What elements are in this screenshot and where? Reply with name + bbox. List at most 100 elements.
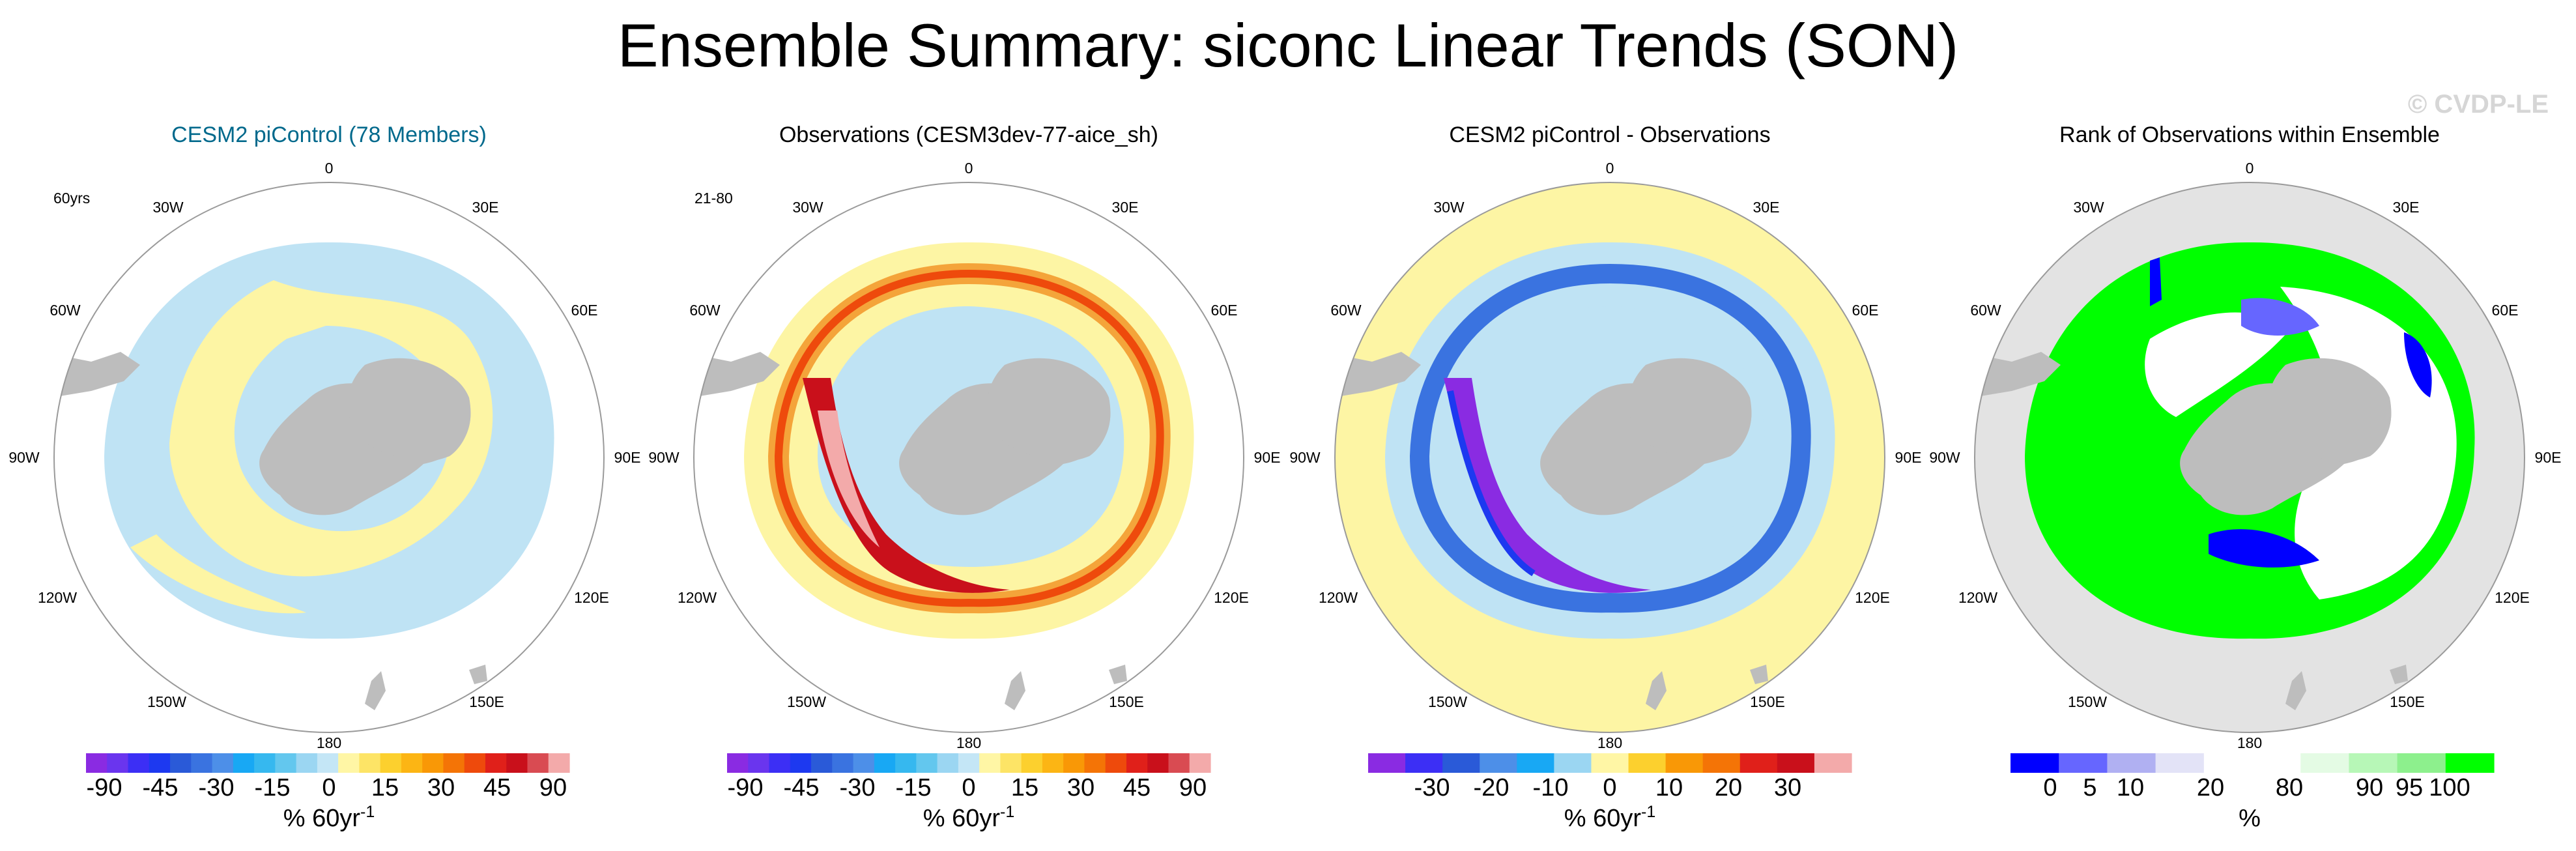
new-zealand-land (365, 671, 386, 710)
colorbar-box (1665, 753, 1704, 773)
colorbar-box (2107, 753, 2156, 773)
colorbar-box (1517, 753, 1554, 773)
colorbar-tick-labels: 0 5 10 20 80 90 95 100 (2043, 774, 2470, 801)
units-text: % 60yr (1564, 805, 1642, 832)
colorbar-box (1084, 753, 1106, 773)
lon-label-180: 180 (1597, 734, 1622, 751)
lon-label-120e: 120E (2495, 589, 2530, 606)
colorbar-box (1405, 753, 1443, 773)
colorbar-tick-labels: -90 -45 -30 -15 0 15 30 45 90 (87, 774, 567, 801)
colorbar-box (1777, 753, 1815, 773)
colorbar-box (1814, 753, 1852, 773)
colorbar-box (548, 753, 570, 773)
colorbar-box (1063, 753, 1085, 773)
colorbar-tick-label: 90 (2356, 774, 2383, 801)
lon-label-120w: 120W (1958, 589, 1997, 606)
colorbar-box (916, 753, 938, 773)
colorbar-tick-label: 90 (539, 774, 567, 801)
lon-label-60e: 60E (571, 302, 598, 319)
south-america-land (1975, 352, 2061, 397)
colorbar-tick-label: 90 (1179, 774, 1207, 801)
colorbar-tick-label: 30 (1067, 774, 1095, 801)
lon-label-30e: 30E (2393, 199, 2420, 216)
colorbar-box (832, 753, 854, 773)
corner-label: 21-80 (694, 190, 733, 207)
colorbar-box (1628, 753, 1667, 773)
tasmania-land (1109, 665, 1127, 684)
tasmania-land (469, 665, 487, 684)
colorbar-box (1189, 753, 1211, 773)
map-border (693, 182, 1244, 733)
lon-label-180: 180 (2237, 734, 2262, 751)
colorbar-box (1368, 753, 1406, 773)
units-superscript: -1 (360, 803, 375, 821)
colorbar-box (1591, 753, 1629, 773)
colorbar-box (107, 753, 129, 773)
positive-trend-patch (130, 534, 306, 614)
colorbar-tick-label: 0 (322, 774, 336, 801)
lon-label-0: 0 (1606, 160, 1614, 177)
lon-label-120e: 120E (574, 589, 609, 606)
map-border (53, 182, 605, 733)
rank-mid-region (2145, 312, 2293, 417)
colorbar-box (338, 753, 360, 773)
lon-label-60w: 60W (1330, 302, 1362, 319)
longitude-labels: 0 30E 60E 90E 120E 150E 180 150W 120W 90… (8, 160, 640, 751)
colorbar-tick-label: 5 (2083, 774, 2097, 801)
lon-label-180: 180 (317, 734, 341, 751)
lon-label-0: 0 (2246, 160, 2254, 177)
lon-label-120e: 120E (1855, 589, 1890, 606)
rank-low-patch (2404, 332, 2432, 397)
panel-rank: Rank of Observations within Ensemble 0 3… (1929, 123, 2561, 832)
new-zealand-land (1005, 671, 1025, 710)
negative-trend-ring (1409, 263, 1811, 613)
colorbar-box (1480, 753, 1517, 773)
colorbar-tick-label: 95 (2396, 774, 2423, 801)
colorbar-box (443, 753, 465, 773)
lon-label-30w: 30W (792, 199, 823, 216)
colorbar-box (485, 753, 507, 773)
colorbar-box (937, 753, 959, 773)
panel-title: CESM2 piControl - Observations (1449, 123, 1770, 147)
colorbar-units: % 60yr-1 (923, 803, 1015, 832)
colorbar-box (1147, 753, 1169, 773)
lon-label-60w: 60W (1970, 302, 2001, 319)
colorbar-box (2059, 753, 2108, 773)
south-america-land (694, 352, 780, 397)
lon-label-30w: 30W (152, 199, 184, 216)
units-superscript: -1 (1641, 803, 1655, 821)
colorbar-box (2300, 753, 2349, 773)
colorbar-box (359, 753, 381, 773)
lon-label-30e: 30E (472, 199, 499, 216)
colorbar-box (254, 753, 276, 773)
lon-label-90w: 90W (1929, 449, 1960, 466)
colorbar-box (853, 753, 875, 773)
new-zealand-land (1646, 671, 1667, 710)
rank-low-patch (2209, 529, 2319, 568)
tasmania-land (2390, 665, 2408, 684)
lon-label-150w: 150W (2068, 693, 2107, 710)
colorbar-box (811, 753, 833, 773)
lon-label-120e: 120E (1214, 589, 1249, 606)
colorbar-units: % 60yr-1 (1564, 803, 1656, 832)
colorbar-box (1739, 753, 1778, 773)
colorbar-box (1000, 753, 1022, 773)
panel-title: CESM2 piControl (78 Members) (171, 123, 487, 147)
lon-label-150e: 150E (1109, 693, 1144, 710)
panel-cesm2-picontrol: CESM2 piControl (78 Members) 60yrs 0 30E… (8, 123, 640, 832)
lon-label-30e: 30E (1753, 199, 1780, 216)
watermark: © CVDP-LE (2407, 90, 2549, 119)
colorbar-tick-label: 0 (1603, 774, 1616, 801)
colorbar-box (212, 753, 234, 773)
colorbar-tick-label: -30 (199, 774, 235, 801)
colorbar-box (979, 753, 1001, 773)
colorbar-tick-label: 45 (1123, 774, 1151, 801)
colorbar-tick-label: -30 (1414, 774, 1450, 801)
colorbar-box (527, 753, 549, 773)
colorbar-box (1021, 753, 1043, 773)
colorbar-box (2349, 753, 2398, 773)
colorbar-box (2203, 753, 2253, 773)
colorbar-tick-labels: -90 -45 -30 -15 0 15 30 45 90 (728, 774, 1207, 801)
units-text: % 60yr (283, 805, 361, 832)
